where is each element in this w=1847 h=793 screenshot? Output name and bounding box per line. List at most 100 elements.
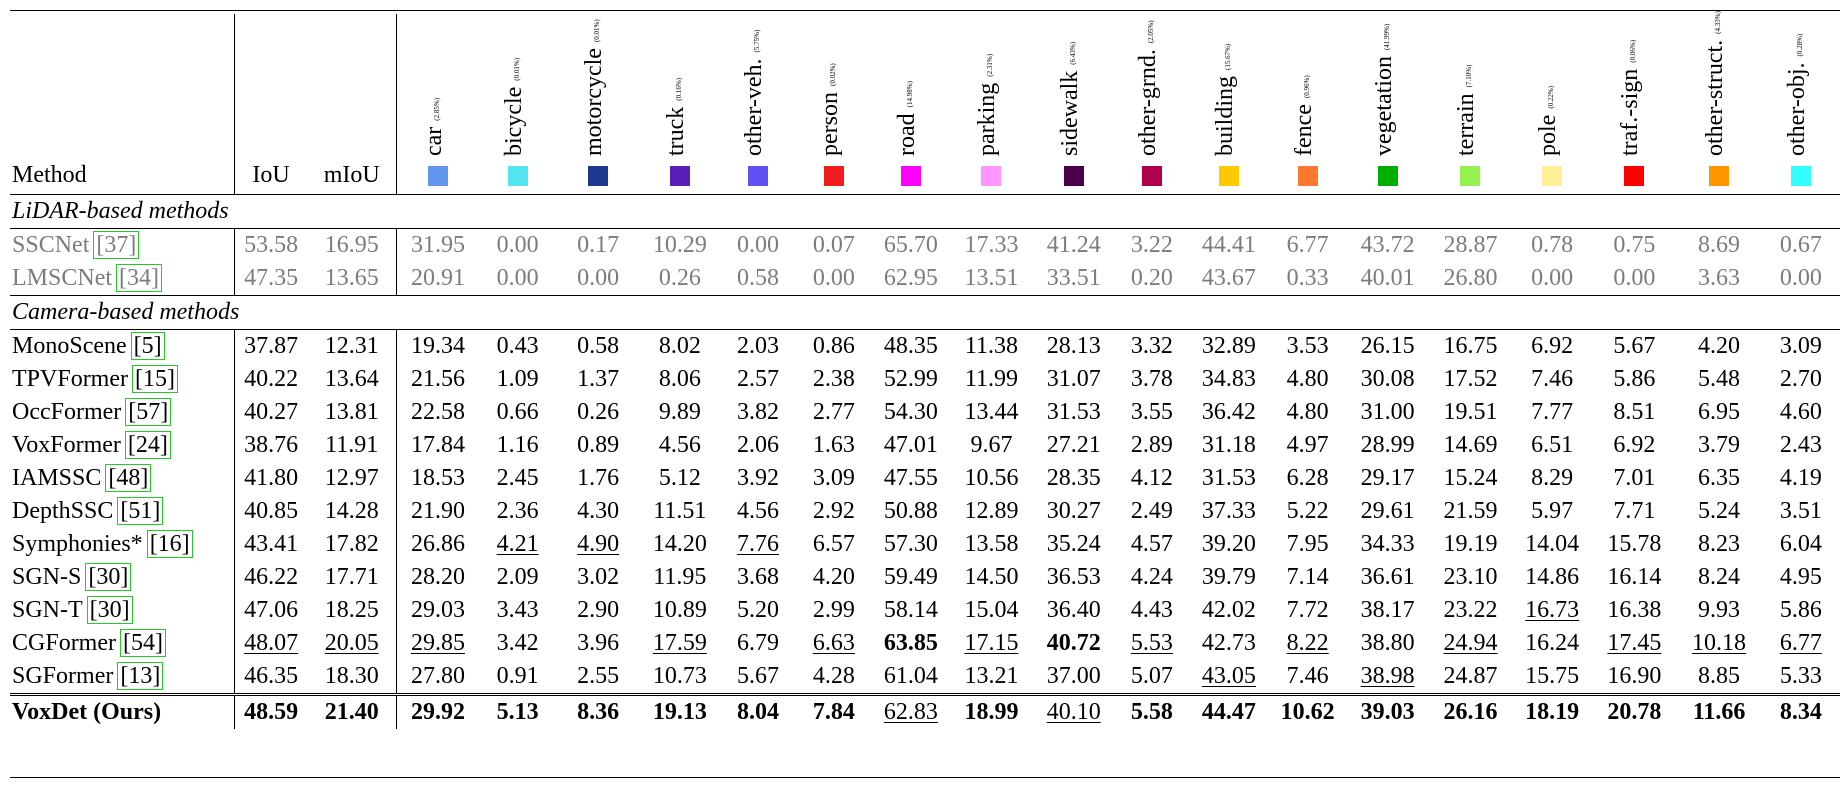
citation-link[interactable]: [5]: [130, 332, 165, 360]
citation-link[interactable]: [13]: [117, 662, 164, 690]
metric-value: 33.51: [1046, 265, 1101, 291]
value-cell: 4.57: [1115, 528, 1189, 561]
citation-link[interactable]: [15]: [132, 365, 178, 393]
value-cell: 3.22: [1115, 228, 1189, 262]
metric-value: 43.05: [1201, 663, 1256, 689]
table-row: SGN-S [30] 46.22 17.71 28.20 2.09 3.02 11.95 3.6…: [10, 561, 1840, 594]
metric-value: 47.55: [883, 465, 938, 491]
citation-link[interactable]: [48]: [105, 464, 152, 492]
class-name: pole: [1535, 114, 1562, 156]
method-name: Symphonies* [16]: [10, 528, 234, 561]
metric-value: 2.09: [496, 564, 539, 590]
value-cell: 15.24: [1429, 462, 1512, 495]
value-cell: 36.40: [1032, 594, 1115, 627]
value-cell: 3.32: [1115, 329, 1189, 363]
class-frequency: (0.01%): [593, 19, 602, 43]
metric-value: 18.53: [410, 465, 465, 491]
class-name: other-struct.: [1702, 39, 1729, 156]
method-label: OccFormer: [12, 399, 122, 425]
value-cell: 59.49: [871, 561, 950, 594]
citation-link[interactable]: [51]: [117, 497, 164, 525]
metric-value: 6.28: [1286, 465, 1329, 491]
metric-value: 7.14: [1286, 564, 1329, 590]
value-cell: 6.57: [797, 528, 872, 561]
value-cell: 37.33: [1189, 495, 1270, 528]
citation-link[interactable]: [54]: [120, 629, 166, 657]
value-cell: 5.12: [640, 462, 719, 495]
value-cell: 29.85: [395, 627, 480, 660]
metric-value: 5.48: [1698, 366, 1741, 392]
value-cell: 58.14: [871, 594, 950, 627]
value-cell: 36.42: [1189, 396, 1270, 429]
value-cell: 0.20: [1115, 262, 1189, 296]
citation-link[interactable]: [57]: [125, 398, 172, 426]
metric-value: 7.84: [812, 699, 855, 725]
class-color-swatch: [1709, 166, 1730, 186]
table-row: LMSCNet [34] 47.35 13.65 20.91 0.00 0.00 0.26 0.…: [10, 262, 1840, 296]
value-cell: 2.38: [797, 363, 872, 396]
value-cell: 46.35: [233, 660, 308, 695]
value-cell: 12.31: [307, 329, 397, 363]
value-cell: 57.30: [871, 528, 950, 561]
value-cell: 31.07: [1032, 363, 1115, 396]
class-label: motorcycle (0.01%): [578, 19, 611, 156]
header-class-road: road (14.98%): [871, 14, 950, 195]
value-cell: 5.20: [720, 594, 797, 627]
value-cell: 40.01: [1346, 262, 1429, 296]
metric-value: 17.84: [410, 432, 465, 458]
table-row: VoxFormer [24] 38.76 11.91 17.84 1.16 0.89 4.56…: [10, 429, 1840, 462]
citation-link[interactable]: [30]: [86, 596, 133, 624]
value-cell: 4.56: [640, 429, 719, 462]
method-label: TPVFormer: [12, 366, 128, 392]
metric-value: 61.04: [883, 663, 938, 689]
method-label: DepthSSC: [12, 498, 114, 524]
metric-value: 48.07: [244, 630, 299, 656]
metric-value: 42.73: [1201, 630, 1256, 656]
citation-link[interactable]: [16]: [146, 530, 193, 558]
value-cell: 41.80: [233, 462, 308, 495]
value-cell: 8.51: [1592, 396, 1676, 429]
method-name: MonoScene [5]: [10, 329, 235, 363]
metric-value: 5.07: [1130, 663, 1173, 689]
method-label: SGN-T: [12, 597, 83, 623]
metric-value: 7.46: [1531, 366, 1574, 392]
value-cell: 40.85: [233, 495, 308, 528]
value-cell: 0.00: [1512, 262, 1593, 296]
metric-value: 2.90: [577, 597, 620, 623]
value-cell: 39.79: [1189, 561, 1270, 594]
metric-value: 40.72: [1046, 630, 1101, 656]
value-cell: 4.28: [797, 660, 872, 695]
metric-value: 6.63: [812, 630, 855, 656]
header-class-pole: pole (0.22%): [1512, 14, 1593, 195]
class-color-swatch: [1063, 166, 1084, 186]
metric-value: 37.87: [244, 333, 299, 359]
metric-value: 7.46: [1286, 663, 1329, 689]
value-cell: 5.67: [720, 660, 797, 695]
metric-value: 65.70: [883, 232, 938, 258]
class-color-swatch: [1624, 166, 1645, 186]
value-cell: 4.80: [1269, 396, 1346, 429]
citation-link[interactable]: [37]: [93, 231, 140, 259]
citation-link[interactable]: [34]: [116, 264, 162, 292]
value-cell: 2.45: [479, 462, 556, 495]
metric-value: 9.93: [1698, 597, 1741, 623]
citation-link[interactable]: [24]: [124, 431, 171, 459]
metric-value: 1.63: [812, 432, 855, 458]
metric-value: 16.38: [1607, 597, 1662, 623]
value-cell: 7.46: [1512, 363, 1593, 396]
value-cell: 7.77: [1512, 396, 1593, 429]
metric-value: 13.64: [324, 366, 379, 392]
metric-value: 7.95: [1286, 531, 1329, 557]
method-name: SGN-S [30]: [10, 561, 234, 594]
header-class-truck: truck (0.16%): [640, 14, 719, 195]
value-cell: 20.78: [1592, 693, 1677, 729]
table-row: OccFormer [57] 40.27 13.81 22.58 0.66 0.26 9.89…: [10, 396, 1840, 429]
metric-value: 4.97: [1286, 432, 1329, 458]
value-cell: 3.09: [1761, 329, 1840, 363]
value-cell: 1.76: [556, 462, 640, 495]
value-cell: 7.46: [1269, 660, 1346, 695]
metric-value: 3.53: [1286, 333, 1329, 359]
value-cell: 2.03: [719, 329, 797, 363]
value-cell: 4.43: [1115, 594, 1189, 627]
citation-link[interactable]: [30]: [85, 563, 132, 591]
